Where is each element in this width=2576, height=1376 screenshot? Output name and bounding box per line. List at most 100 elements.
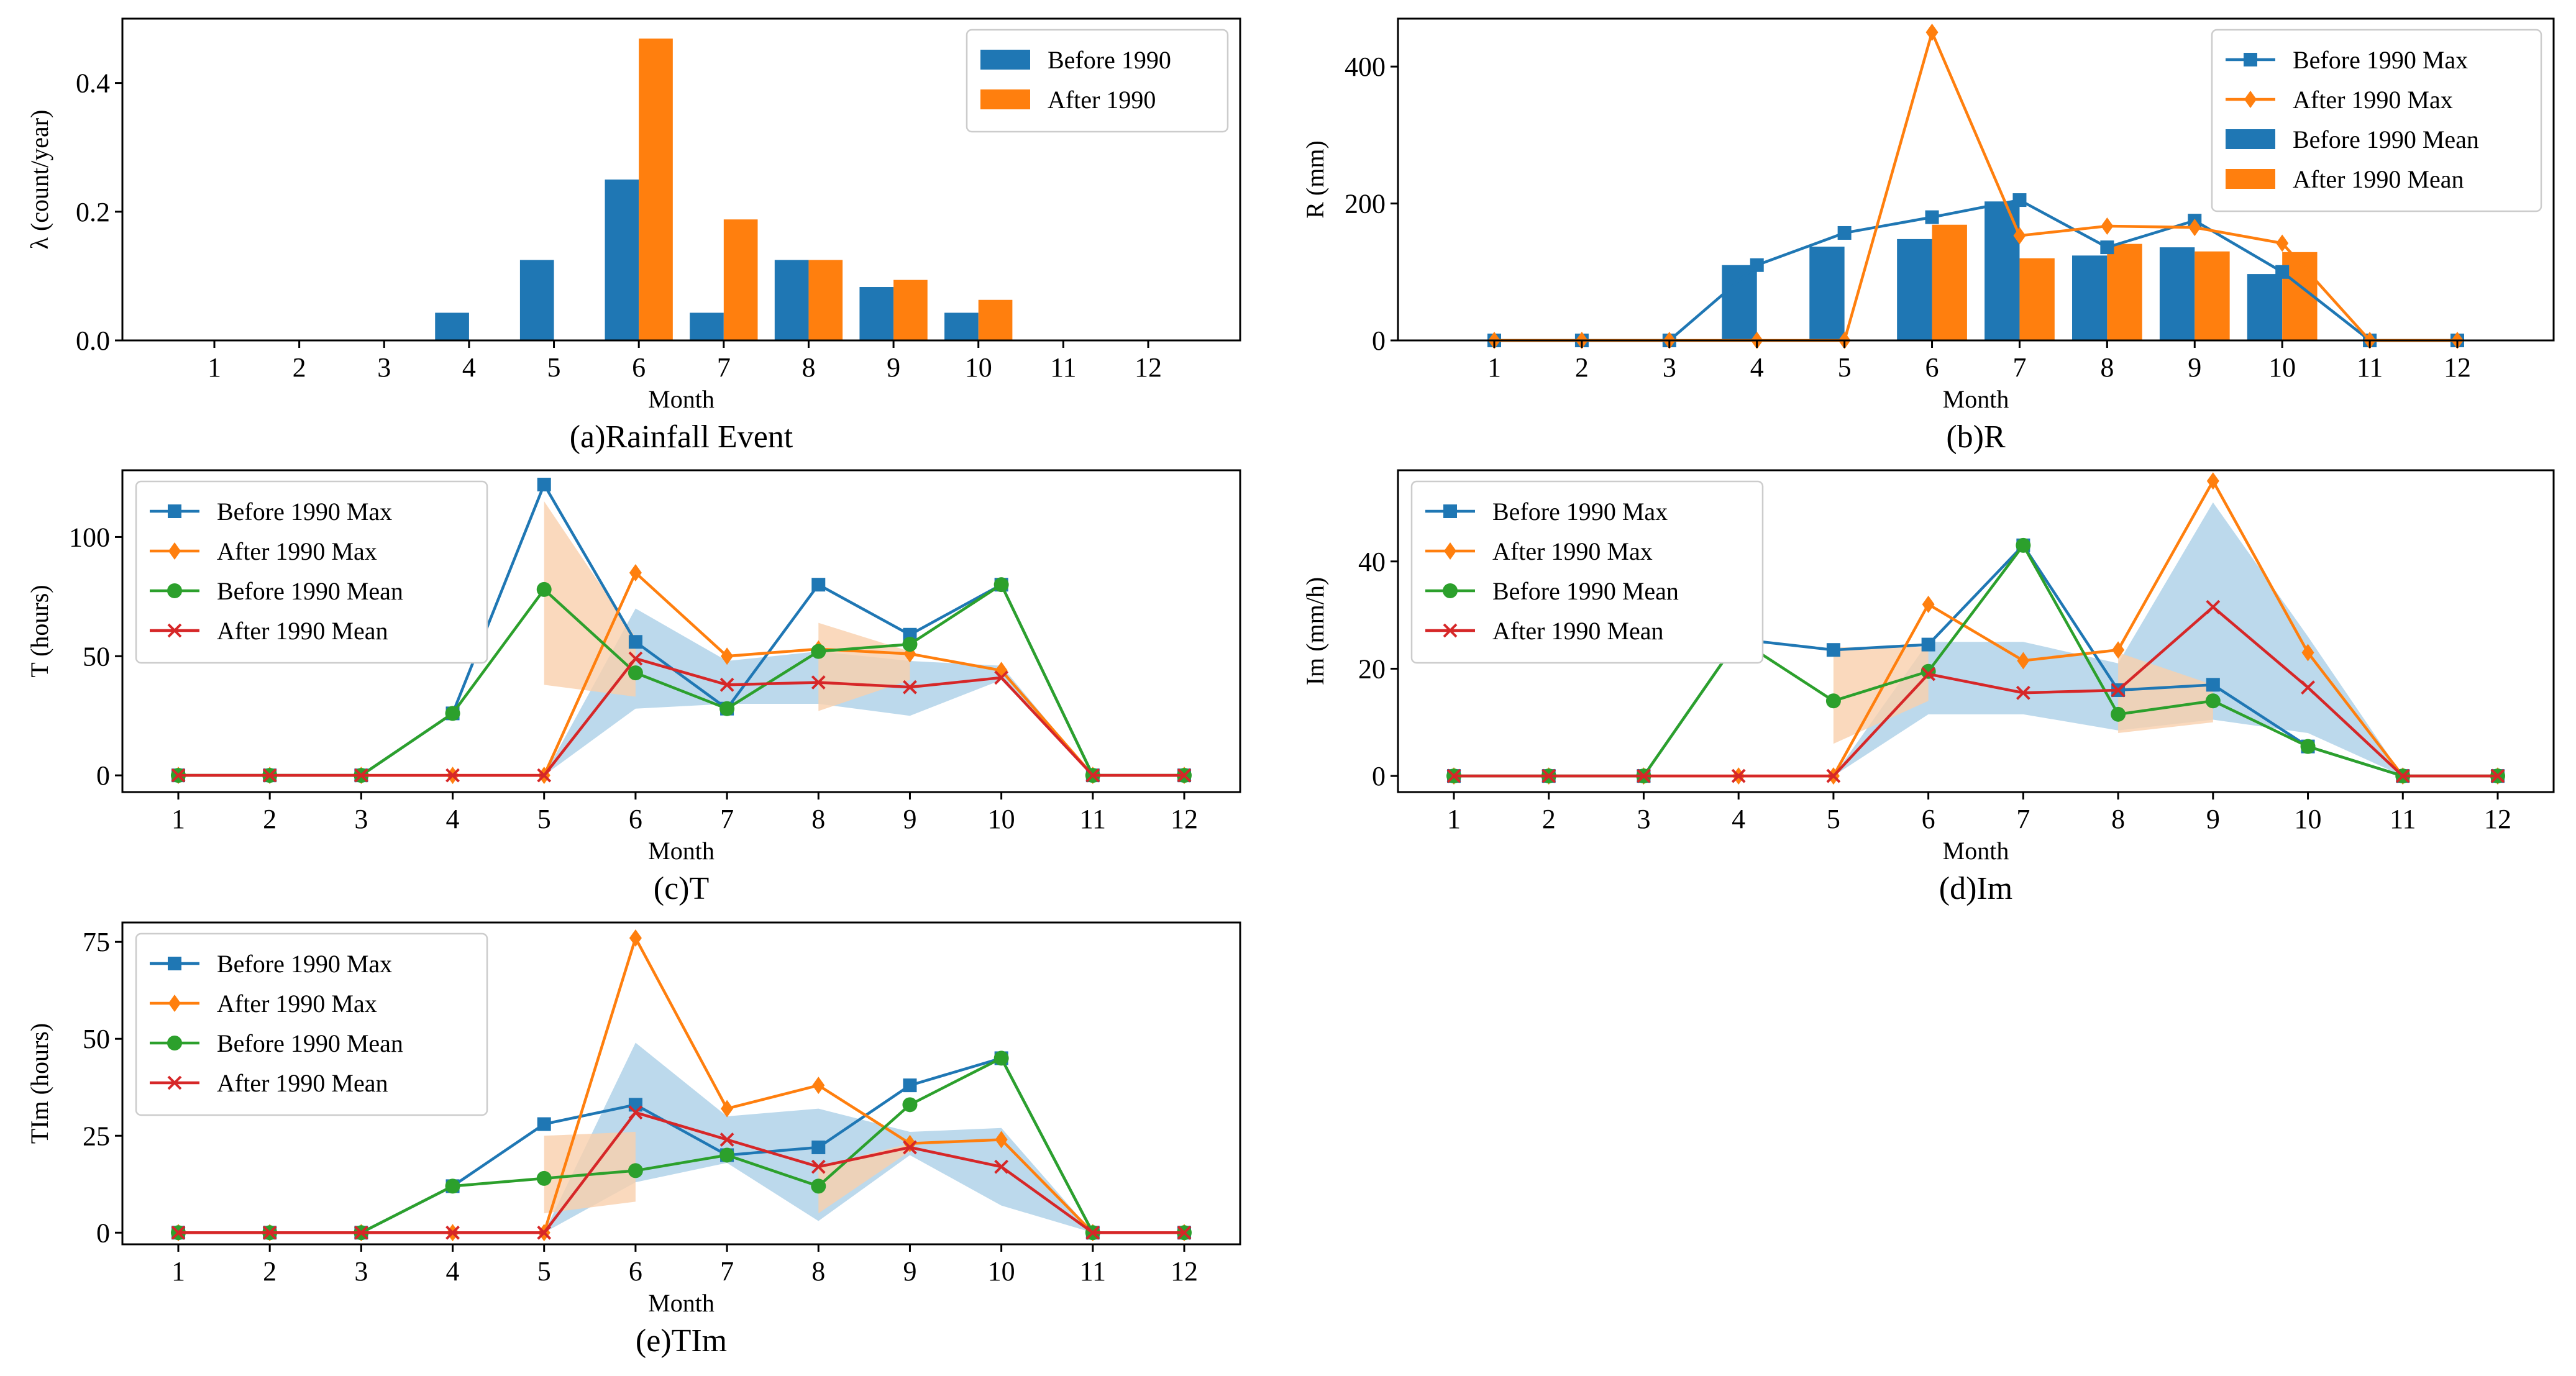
- y-tick-label: 0.0: [76, 326, 110, 356]
- point-d-0-5: [1826, 643, 1840, 657]
- x-tick-label: 7: [2012, 352, 2026, 383]
- point-d-2-7: [2016, 537, 2031, 553]
- point-e-2-8: [811, 1178, 826, 1194]
- point-e-2-10: [993, 1050, 1009, 1066]
- x-tick-label: 5: [1827, 804, 1840, 834]
- legend-marker: [1443, 583, 1458, 598]
- x-tick-label: 11: [2390, 804, 2416, 834]
- x-tick-label: 3: [354, 1256, 368, 1287]
- x-tick-label: 5: [537, 804, 551, 834]
- bar-a-1-7: [723, 219, 758, 340]
- x-tick-label: 9: [887, 352, 900, 383]
- legend-label: After 1990 Mean: [217, 1069, 388, 1097]
- point-c-3-12: [1177, 768, 1192, 783]
- legend-marker: [167, 1075, 182, 1090]
- legend-marker: [167, 1036, 182, 1050]
- point-d-1-7: [2017, 652, 2030, 670]
- point-e-3-10: [994, 1159, 1009, 1174]
- y-tick-label: 400: [1345, 52, 1386, 82]
- point-d-3-9: [2206, 599, 2221, 614]
- chart-caption: (c)T: [654, 871, 709, 906]
- x-tick-label: 2: [263, 1256, 276, 1287]
- x-tick-label: 10: [965, 352, 992, 383]
- y-axis-label: λ (count/year): [25, 110, 53, 250]
- bar-a-1-10: [978, 299, 1013, 340]
- point-d-0-9: [2206, 678, 2220, 692]
- legend-label: Before 1990 Max: [2293, 46, 2468, 74]
- x-tick-label: 12: [1171, 1256, 1198, 1287]
- point-c-3-6: [628, 651, 643, 666]
- point-c-1-6: [629, 563, 642, 581]
- x-tick-label: 9: [903, 804, 916, 834]
- bar-a-1-8: [808, 260, 843, 340]
- point-e-3-6: [628, 1105, 643, 1120]
- x-tick-label: 12: [2444, 352, 2471, 383]
- x-tick-label: 1: [1487, 352, 1501, 383]
- point-b-1-8: [2101, 217, 2114, 235]
- legend-label: After 1990 Mean: [2293, 165, 2464, 193]
- point-b-0-7: [2012, 193, 2027, 207]
- legend: Before 1990 Max After 1990 Max Before 1990…: [135, 480, 488, 664]
- point-d-3-2: [1541, 768, 1556, 783]
- point-d-3-5: [1826, 768, 1841, 783]
- point-e-3-4: [445, 1225, 460, 1240]
- point-c-3-5: [537, 768, 552, 783]
- x-tick-label: 1: [208, 352, 221, 383]
- plot-frame: [121, 469, 1241, 793]
- y-tick-label: 100: [69, 522, 110, 552]
- point-d-3-11: [2395, 768, 2410, 783]
- bar-b-0-9: [2159, 247, 2195, 340]
- legend-marker: [168, 995, 181, 1012]
- x-axis-label: Month: [648, 837, 715, 865]
- x-tick-label: 11: [1050, 352, 1076, 383]
- point-c-2-4: [445, 706, 460, 721]
- point-b-0-4: [1750, 258, 1764, 272]
- x-tick-label: 4: [1750, 352, 1764, 383]
- point-d-1-9: [2206, 472, 2219, 490]
- x-tick-label: 1: [1447, 804, 1461, 834]
- x-axis-label: Month: [1943, 837, 2009, 865]
- y-axis-label: R (mm): [1301, 140, 1329, 219]
- legend-label: After 1990 Max: [1492, 537, 1653, 565]
- x-tick-label: 1: [171, 1256, 185, 1287]
- point-d-3-8: [2111, 683, 2126, 698]
- legend-swatch: [2226, 169, 2275, 189]
- point-d-0-6: [1921, 637, 1935, 652]
- point-e-0-6: [628, 1098, 642, 1112]
- chart-caption: (b)R: [1946, 419, 2006, 455]
- band-d-1: [1833, 647, 1929, 744]
- bar-b-1-9: [2195, 251, 2230, 340]
- x-tick-label: 4: [446, 804, 460, 834]
- point-d-3-4: [1731, 768, 1746, 783]
- point-e-3-9: [903, 1140, 917, 1155]
- point-e-2-6: [628, 1163, 643, 1178]
- y-tick-label: 20: [1358, 654, 1386, 684]
- legend-marker: [1443, 623, 1458, 638]
- legend-label: After 1990 Max: [217, 537, 377, 565]
- legend-marker: [1444, 542, 1456, 560]
- x-axis-label: Month: [648, 1289, 715, 1317]
- point-c-0-6: [628, 635, 642, 649]
- x-tick-label: 8: [811, 804, 825, 834]
- legend: Before 1990 After 1990: [966, 29, 1229, 133]
- x-tick-label: 5: [547, 352, 561, 383]
- point-b-0-5: [1837, 226, 1852, 240]
- x-tick-label: 2: [1575, 352, 1589, 383]
- point-c-3-10: [994, 670, 1009, 685]
- point-d-2-10: [2300, 739, 2316, 754]
- point-c-0-8: [811, 578, 826, 592]
- point-b-1-9: [2188, 219, 2201, 237]
- x-tick-label: 6: [632, 352, 646, 383]
- x-tick-label: 6: [1922, 804, 1935, 834]
- x-tick-label: 3: [1663, 352, 1676, 383]
- bar-a-1-9: [893, 280, 928, 340]
- point-e-1-7: [721, 1100, 734, 1118]
- point-d-3-10: [2301, 680, 2315, 695]
- x-tick-label: 4: [462, 352, 476, 383]
- y-tick-label: 0: [1372, 326, 1386, 356]
- x-tick-label: 7: [720, 1256, 734, 1287]
- legend-label: Before 1990 Max: [217, 950, 392, 978]
- point-c-2-7: [719, 701, 735, 716]
